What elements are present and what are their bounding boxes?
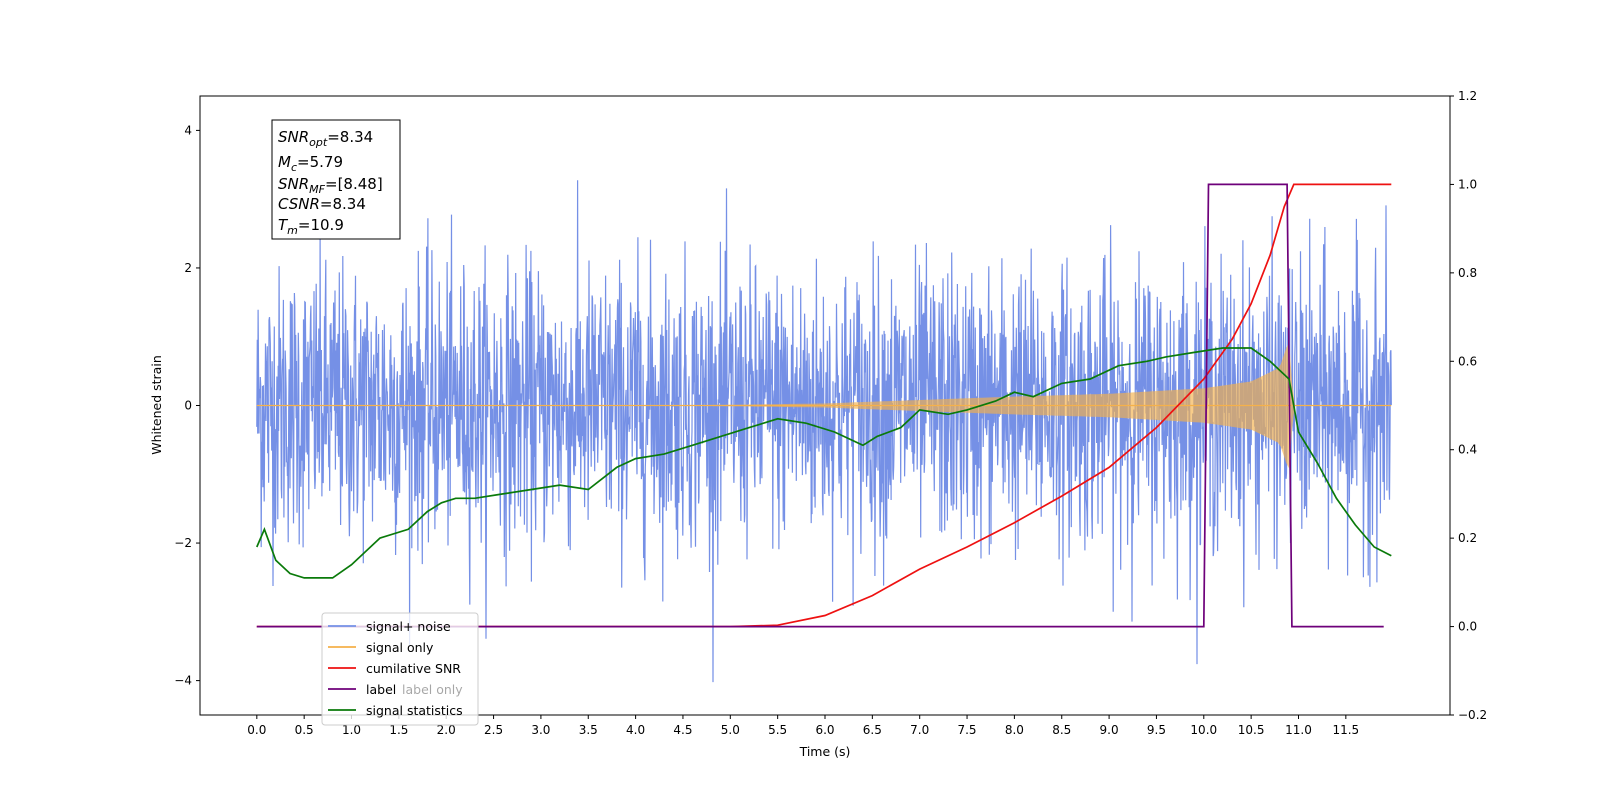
x-tick-label: 7.0 [910,723,929,737]
x-tick-label: 11.0 [1285,723,1312,737]
x-tick-label: 3.5 [579,723,598,737]
y-right-tick-label: 0.6 [1458,354,1477,368]
legend-label-signal-plus-noise: signal+ noise [366,619,451,634]
y-left-tick-label: −4 [174,674,192,688]
annotation-snr-mf: SNRMF=[8.48] [278,175,383,196]
x-tick-label: 9.0 [1100,723,1119,737]
y-axis-left-label: Whitened strain [149,355,164,454]
legend-label-signal-only: signal only [366,640,434,655]
x-axis: 0.0 0.5 1.0 1.5 2.0 2.5 3.0 3.5 4.0 4.5 5.0 5.5 6.0 6… [247,715,1359,737]
y-axis-left: 4 2 0 −2 −4 [174,123,200,688]
y-right-tick-label: 0.8 [1458,266,1477,280]
x-tick-label: 8.5 [1052,723,1071,737]
legend: signal+ noise signal only cumilative SNR… [321,612,479,726]
x-tick-label: 4.5 [673,723,692,737]
x-tick-label: 1.5 [389,723,408,737]
plot-area [256,180,1392,683]
series-signal-statistics-line [256,347,1392,579]
x-tick-label: 3.0 [531,723,550,737]
y-axis-right: 1.2 1.0 0.8 0.6 0.4 0.2 0.0 −0.2 [1450,89,1487,722]
x-tick-label: 7.5 [957,723,976,737]
x-tick-label: 0.0 [247,723,266,737]
y-right-tick-label: 0.4 [1458,443,1477,457]
y-left-tick-label: 4 [184,123,192,137]
x-tick-label: 5.0 [721,723,740,737]
y-right-tick-label: 0.0 [1458,620,1477,634]
annotation-frame [271,119,401,240]
series-cumulative-snr-line [256,183,1392,628]
x-tick-label: 6.0 [815,723,834,737]
y-right-tick-label: 0.2 [1458,531,1477,545]
y-right-tick-label: 1.0 [1458,177,1477,191]
x-tick-label: 8.0 [1005,723,1024,737]
x-tick-label: 6.5 [863,723,882,737]
legend-label-label: label [366,682,396,697]
y-left-tick-label: 0 [184,399,192,413]
annotation-snr-opt: SNRopt=8.34 [278,128,373,149]
x-tick-label: 5.5 [768,723,787,737]
legend-frame [321,612,479,726]
y-left-tick-label: 2 [184,261,192,275]
x-tick-label: 10.5 [1238,723,1265,737]
x-axis-label: Time (s) [799,744,851,759]
x-tick-label: 2.0 [437,723,456,737]
y-right-tick-label: 1.2 [1458,89,1477,103]
annotation-merger-time: Tm=10.9 [278,216,344,237]
annotation-box: SNRopt=8.34 Mc=5.79 SNRMF=[8.48] CSNR=8.… [271,119,401,240]
annotation-csnr: CSNR=8.34 [278,195,366,213]
x-tick-label: 1.0 [342,723,361,737]
x-tick-label: 9.5 [1147,723,1166,737]
x-tick-label: 10.0 [1190,723,1217,737]
series-label-line [256,183,1384,628]
x-tick-label: 4.0 [626,723,645,737]
legend-label-cumulative-snr: cumilative SNR [366,661,461,676]
y-right-tick-label: −0.2 [1458,708,1487,722]
x-tick-label: 0.5 [295,723,314,737]
annotation-chirp-mass: Mc=5.79 [278,153,343,174]
x-tick-label: 11.5 [1332,723,1359,737]
legend-label-signal-statistics: signal statistics [366,703,463,718]
y-left-tick-label: −2 [174,536,192,550]
x-tick-label: 2.5 [484,723,503,737]
legend-label-label-only: label only [402,682,463,697]
